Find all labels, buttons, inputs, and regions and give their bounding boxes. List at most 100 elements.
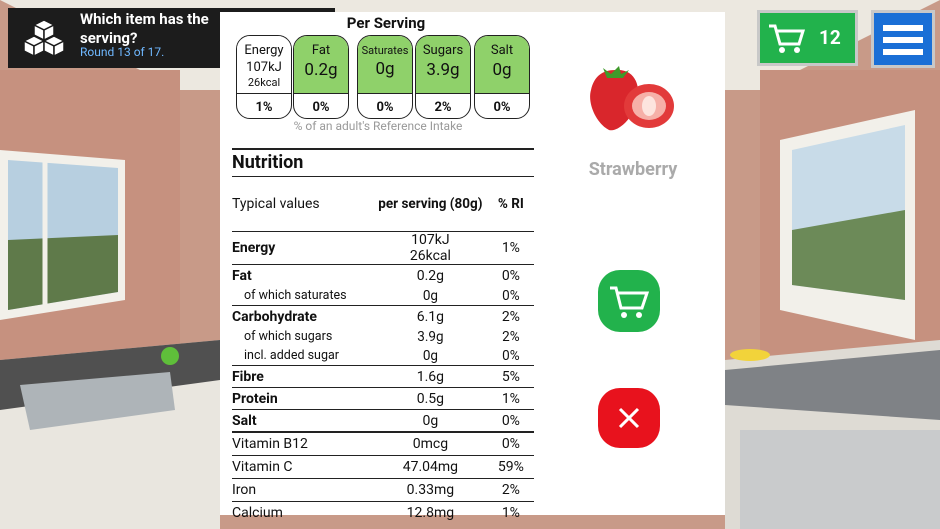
cell-label: Salt xyxy=(490,43,514,58)
row-ri: 0% xyxy=(487,264,534,286)
cell-top: Saturates 0g xyxy=(358,36,412,94)
row-ri: 0% xyxy=(502,347,520,364)
row-label: Salt xyxy=(232,409,374,432)
value-line: 26kcal xyxy=(247,76,281,89)
value-line: 1.6g xyxy=(416,368,445,385)
value-line: 0g xyxy=(422,412,439,429)
nutrition-row: of which sugars 3.9g 2% xyxy=(232,327,534,346)
row-ri: 5% xyxy=(487,365,534,388)
row-label: of which sugars xyxy=(244,329,333,344)
row-label: Protein xyxy=(232,387,374,410)
row-value: 12.8mg xyxy=(373,501,488,524)
row-label: Energy xyxy=(232,231,374,265)
value-line: 12.8mg xyxy=(406,505,455,521)
nutrition-section: Salt 0g 0% xyxy=(232,409,534,432)
ri-footnote: % of an adult's Reference Intake xyxy=(293,119,463,133)
menu-button[interactable] xyxy=(871,10,935,68)
cell-top: Fat 0.2g xyxy=(294,36,348,94)
traffic-cell: Saturates 0g 0% xyxy=(357,35,413,119)
cell-ri: 2% xyxy=(434,100,452,115)
traffic-cell: Salt 0g 0% xyxy=(474,35,530,119)
cell-top: Energy 107kJ 26kcal xyxy=(237,36,291,94)
row-ri: 59% xyxy=(487,455,534,479)
nutrition-row: Fat 0.2g 0% xyxy=(232,264,534,286)
value-line: 3.9g xyxy=(417,328,444,345)
row-value: 0g xyxy=(373,409,488,432)
traffic-cell: Energy 107kJ 26kcal 1% xyxy=(236,35,292,119)
value-line: 107kJ xyxy=(411,232,450,248)
value-line: 26kcal xyxy=(409,248,451,264)
cell-ri: 0% xyxy=(312,100,330,115)
question-line: Which item has the xyxy=(80,10,209,28)
nutrition-row: Iron 0.33mg 2% xyxy=(232,478,534,502)
nutrition-section: Carbohydrate 6.1g 2% of which sugars 3.9g 2% i… xyxy=(232,305,534,366)
nutrition-row: Fibre 1.6g 5% xyxy=(232,365,534,388)
row-label: Vitamin B12 xyxy=(232,431,374,456)
nutrition-title: Nutrition xyxy=(232,148,534,176)
cell-top: Salt 0g xyxy=(475,36,529,94)
row-value: 0mcg xyxy=(373,431,488,456)
cell-ri: 1% xyxy=(255,100,273,115)
nutrition-table: Nutrition Typical values per serving (80… xyxy=(232,148,534,524)
nutrition-section: Protein 0.5g 1% xyxy=(232,387,534,410)
nutrition-row: Salt 0g 0% xyxy=(232,409,534,432)
row-label: Fibre xyxy=(232,365,374,388)
row-value: 1.6g xyxy=(373,365,488,388)
value-line: 0.33mg xyxy=(406,482,455,498)
cell-label: Fat xyxy=(311,43,331,58)
nutrition-row: of which saturates 0g 0% xyxy=(232,286,534,306)
row-ri: 2% xyxy=(502,328,520,345)
row-ri: 2% xyxy=(487,478,534,502)
cell-value: 3.9g xyxy=(416,60,470,80)
value-line: 0g xyxy=(422,347,438,364)
nutrition-row: Carbohydrate 6.1g 2% xyxy=(232,305,534,327)
row-value: 0.2g xyxy=(373,264,488,286)
row-value: 0.33mg xyxy=(373,478,488,502)
row-value: 0g xyxy=(373,286,488,306)
add-to-cart-button[interactable] xyxy=(598,270,660,332)
round-text: Round 13 of 17. xyxy=(80,45,165,59)
row-ri: 1% xyxy=(487,501,534,524)
value-line: 0.2g xyxy=(416,267,445,284)
per-serving-title: Per Serving xyxy=(346,14,426,32)
nutrition-row: Energy 107kJ 26kcal 1% xyxy=(232,231,534,265)
row-value: 47.04mg xyxy=(373,455,488,479)
value-line: 107kJ xyxy=(246,60,282,75)
cell-label: Saturates xyxy=(361,44,409,57)
strawberry-image xyxy=(590,66,674,131)
reject-button[interactable] xyxy=(598,388,660,448)
row-ri: 0% xyxy=(487,431,534,456)
row-ri: 2% xyxy=(487,305,534,327)
cart-count: 12 xyxy=(819,26,841,49)
row-ri: 0% xyxy=(487,409,534,432)
cell-ri: 0% xyxy=(376,100,394,115)
cell-ri: 0% xyxy=(493,100,511,115)
traffic-cell: Fat 0.2g 0% xyxy=(293,35,349,119)
cell-value: 0g xyxy=(475,60,529,80)
header-cell: per serving (80g) xyxy=(373,176,488,232)
cell-value: 0.2g xyxy=(294,60,348,80)
nutrition-section: Energy 107kJ 26kcal 1% xyxy=(232,231,534,265)
row-value: 107kJ 26kcal xyxy=(373,231,488,265)
nutrition-row: incl. added sugar 0g 0% xyxy=(232,346,534,366)
header-cell: % RI xyxy=(487,176,534,232)
value-line: 0.5g xyxy=(416,390,445,407)
value-line: 3.9g xyxy=(426,60,460,80)
cell-value: 0g xyxy=(358,59,412,79)
value-line: 0mcg xyxy=(412,436,449,452)
value-line: 0g xyxy=(375,59,395,79)
nutrition-panel: Per Serving Energy 107kJ 26kcal 1% Fat 0.2g 0%… xyxy=(220,12,725,524)
cart-icon xyxy=(769,24,806,53)
nutrition-section: Fat 0.2g 0% of which saturates 0g 0% xyxy=(232,264,534,306)
row-value: 0g xyxy=(373,346,488,366)
cell-value: 107kJ 26kcal xyxy=(237,60,291,90)
traffic-cell: Sugars 3.9g 2% xyxy=(415,35,471,119)
cart-counter[interactable]: 12 xyxy=(757,10,858,66)
row-label: of which saturates xyxy=(244,288,347,303)
row-value: 3.9g xyxy=(373,327,488,346)
nutrition-row: Calcium 12.8mg 1% xyxy=(232,501,534,524)
row-label: Calcium xyxy=(232,501,374,524)
value-line: 0.2g xyxy=(304,60,338,80)
cell-label: Sugars xyxy=(422,43,464,58)
question-line: serving? xyxy=(80,29,138,47)
